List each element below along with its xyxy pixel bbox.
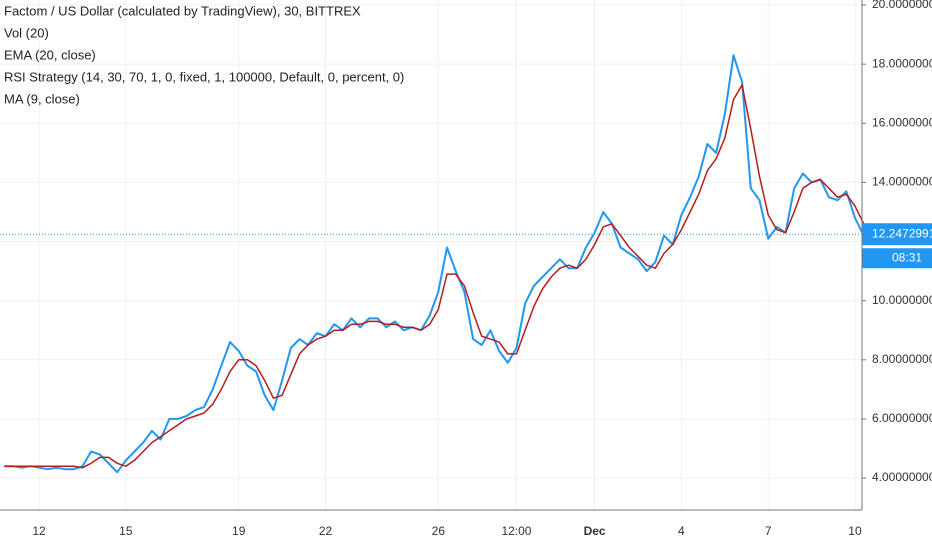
chart-title: Factom / US Dollar (calculated by Tradin… — [4, 3, 361, 18]
x-tick-label: Dec — [584, 524, 606, 538]
x-tick-label: 10 — [848, 524, 862, 538]
x-tick-label: 22 — [319, 524, 333, 538]
x-tick-label: 19 — [232, 524, 246, 538]
y-tick-label: 4.00000000 — [872, 470, 932, 484]
y-tick-label: 6.00000000 — [872, 411, 932, 425]
y-tick-label: 20.00000000 — [872, 0, 932, 11]
countdown-tag — [862, 248, 932, 269]
x-tick-label: 15 — [119, 524, 133, 538]
countdown-label: 08:31 — [892, 250, 922, 264]
y-tick-label: 8.00000000 — [872, 352, 932, 366]
indicator: RSI Strategy (14, 30, 70, 1, 0, fixed, 1… — [4, 69, 404, 84]
y-tick-label: 16.00000000 — [872, 115, 932, 129]
x-tick-label: 7 — [765, 524, 772, 538]
last-price-label: 12.24729917 — [872, 226, 932, 240]
x-tick-label: 4 — [678, 524, 685, 538]
indicator: Vol (20) — [4, 25, 49, 40]
series-line — [4, 54, 865, 474]
y-tick-label: 14.00000000 — [872, 175, 932, 189]
x-tick-label: 26 — [432, 524, 446, 538]
series-line — [4, 84, 865, 469]
legend: Factom / US Dollar (calculated by Tradin… — [4, 3, 404, 106]
x-tick-label: 12:00 — [501, 524, 531, 538]
last-price-tag — [862, 223, 932, 246]
y-tick-label: 10.00000000 — [872, 293, 932, 307]
y-tick-label: 18.00000000 — [872, 56, 932, 70]
indicator: MA (9, close) — [4, 91, 80, 106]
indicator: EMA (20, close) — [4, 47, 96, 62]
x-tick-label: 12 — [32, 524, 46, 538]
